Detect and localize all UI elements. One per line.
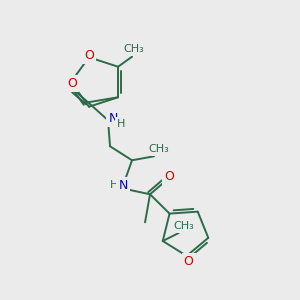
Text: O: O — [67, 77, 77, 90]
Text: N: N — [118, 179, 128, 192]
Text: N: N — [108, 112, 118, 125]
Text: H: H — [110, 180, 118, 190]
Text: CH₃: CH₃ — [173, 221, 194, 231]
Text: CH₃: CH₃ — [124, 44, 144, 54]
Text: O: O — [84, 49, 94, 62]
Text: O: O — [164, 170, 174, 183]
Text: O: O — [184, 255, 194, 268]
Text: CH₃: CH₃ — [149, 144, 170, 154]
Text: H: H — [117, 119, 125, 129]
